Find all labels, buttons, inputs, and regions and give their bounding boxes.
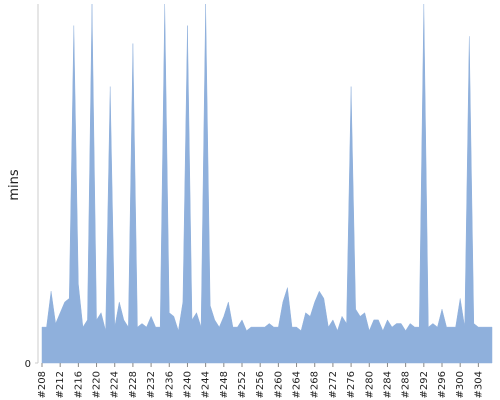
x-tick-label: #300 — [455, 371, 466, 398]
x-tick-label: #284 — [382, 371, 393, 398]
x-tick-label: #208 — [37, 371, 48, 398]
x-tick-label: #272 — [328, 371, 339, 398]
x-tick-label: #288 — [401, 371, 412, 398]
x-tick-label: #280 — [364, 371, 375, 398]
x-tick-label: #224 — [110, 371, 121, 398]
x-tick-label: #292 — [419, 371, 430, 398]
x-tick-label: #260 — [273, 371, 284, 398]
x-tick-label: #296 — [437, 371, 448, 398]
x-tick-label: #232 — [146, 371, 157, 398]
y-axis-label: mins — [7, 169, 22, 201]
x-tick-label: #276 — [346, 371, 357, 398]
x-tick-label: #304 — [473, 371, 484, 398]
x-tick-label: #264 — [292, 371, 303, 398]
x-tick-label: #216 — [73, 371, 84, 398]
y-tick-label: 0 — [25, 359, 31, 370]
x-tick-label: #244 — [201, 371, 212, 398]
x-tick-label: #268 — [310, 371, 321, 398]
x-tick-label: #212 — [55, 371, 66, 398]
x-tick-label: #228 — [128, 371, 139, 398]
x-tick-label: #220 — [92, 371, 103, 398]
x-tick-label: #256 — [255, 371, 266, 398]
x-tick-label: #252 — [237, 371, 248, 398]
x-tick-label: #236 — [164, 371, 175, 398]
x-tick-label: #248 — [219, 371, 230, 398]
x-tick-label: #240 — [182, 371, 193, 398]
area — [41, 3, 493, 364]
